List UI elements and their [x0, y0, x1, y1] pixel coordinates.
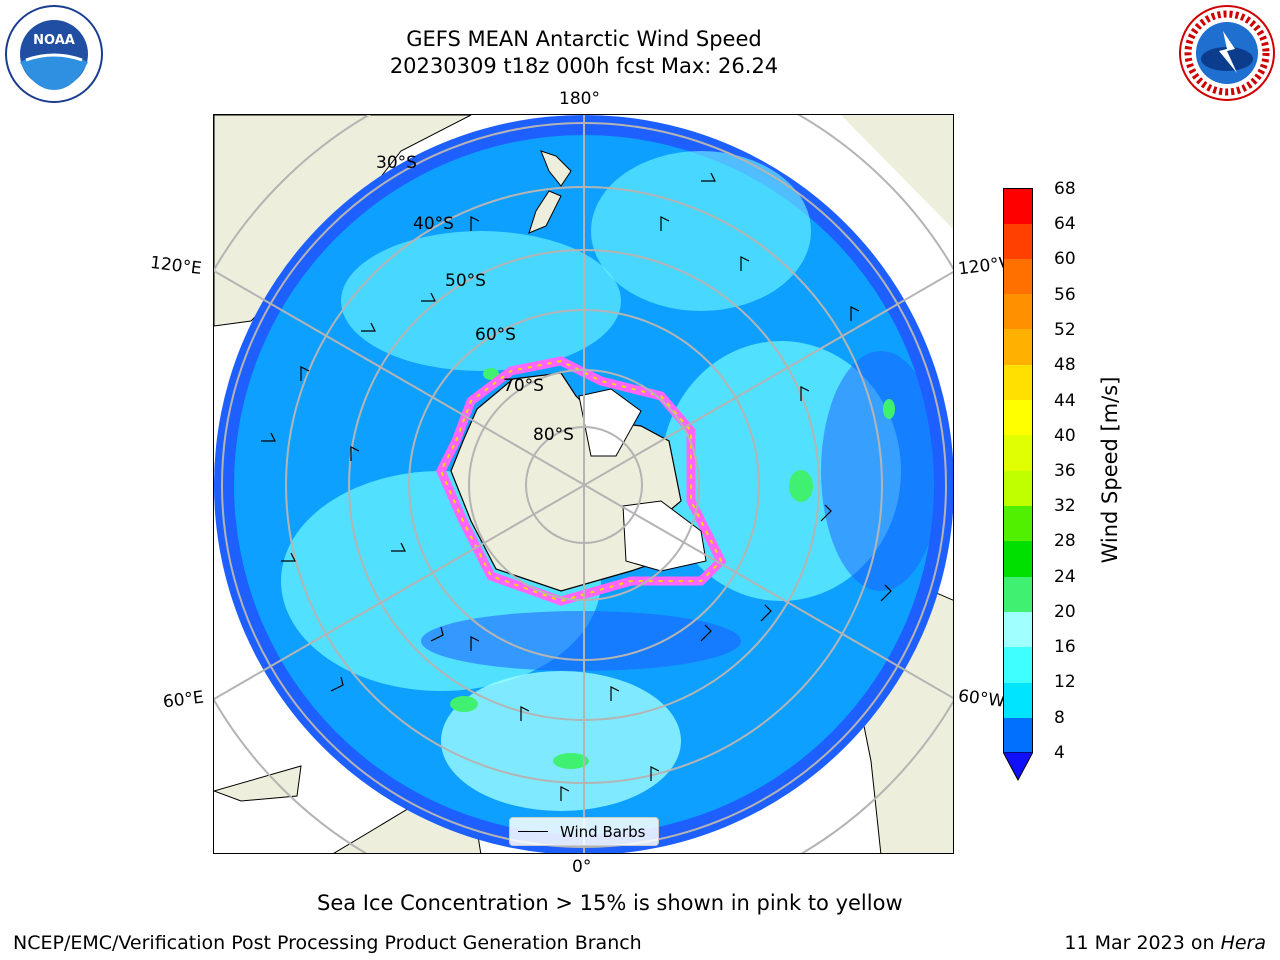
- wind-swirl: [591, 151, 811, 311]
- lon-label-120e: 120°E: [148, 252, 203, 280]
- wind-barbs-legend: Wind Barbs: [509, 817, 659, 846]
- legend-line: [518, 831, 548, 832]
- wind-max-patch: [483, 368, 499, 380]
- map-panel: 30°S 40°S 50°S 60°S 70°S 80°S: [213, 114, 954, 854]
- colorbar-tick: 40: [1054, 426, 1076, 446]
- lat-label-30s: 30°S: [376, 153, 417, 173]
- colorbar-label: Wind Speed [m/s]: [1098, 376, 1122, 564]
- new-zealand-south: [528, 190, 562, 234]
- lat-label-60s: 60°S: [475, 325, 516, 345]
- colorbar-tick: 12: [1054, 672, 1076, 692]
- northeast-corner: [841, 115, 953, 229]
- colorbar-tick: 24: [1054, 567, 1076, 587]
- footer-date: 11 Mar 2023 on Hera: [1064, 932, 1266, 954]
- colorbar-tick: 32: [1054, 496, 1076, 516]
- lat-label-80s: 80°S: [533, 425, 574, 445]
- lat-label-50s: 50°S: [445, 271, 486, 291]
- chart-subtitle: 20230309 t18z 000h fcst Max: 26.24: [389, 54, 779, 78]
- colorbar-tick: 56: [1054, 285, 1076, 305]
- colorbar-tick: 44: [1054, 391, 1076, 411]
- colorbar-extend-arrow: [1002, 751, 1034, 786]
- colorbar-tick: 52: [1054, 320, 1076, 340]
- noaa-logo: NOAA: [4, 4, 104, 104]
- colorbar-tick: 16: [1054, 637, 1076, 657]
- new-zealand-north: [540, 150, 572, 187]
- lat-label-70s: 70°S: [503, 376, 544, 396]
- sea-ice-note: Sea Ice Concentration > 15% is shown in …: [317, 891, 903, 915]
- sea-ice-edge: [436, 356, 727, 606]
- lat-label-40s: 40°S: [413, 214, 454, 234]
- lon-label-180: 180°: [559, 89, 600, 109]
- lon-label-0: 0°: [572, 857, 592, 877]
- colorbar: [1003, 188, 1033, 753]
- madagascar-land: [214, 765, 302, 802]
- wind-barbs: [261, 172, 892, 801]
- colorbar-tick: 36: [1054, 461, 1076, 481]
- polar-map: [214, 115, 953, 853]
- wind-max-patch: [553, 753, 589, 769]
- ross-ice-shelf: [578, 388, 642, 457]
- colorbar-tick: 4: [1054, 743, 1065, 763]
- colorbar-tick: 48: [1054, 355, 1076, 375]
- footer-credit: NCEP/EMC/Verification Post Processing Pr…: [13, 932, 642, 954]
- lon-label-60e: 60°E: [161, 687, 205, 713]
- colorbar-tick: 28: [1054, 531, 1076, 551]
- colorbar-tick: 68: [1054, 179, 1076, 199]
- legend-label: Wind Barbs: [560, 823, 646, 841]
- wind-swirl: [341, 231, 621, 371]
- footer-machine: Hera: [1220, 932, 1266, 954]
- graticule: [214, 115, 953, 853]
- chart-title: GEFS MEAN Antarctic Wind Speed: [406, 27, 762, 51]
- colorbar-gradient: [1004, 189, 1032, 752]
- footer-date-text: 11 Mar 2023 on: [1064, 932, 1221, 954]
- wind-max-patch: [450, 696, 478, 712]
- colorbar-tick: 8: [1054, 708, 1065, 728]
- wind-max-patch: [883, 399, 895, 419]
- colorbar-tick: 60: [1054, 249, 1076, 269]
- wind-max-patch: [789, 470, 813, 502]
- wind-swirl: [441, 671, 681, 811]
- colorbar-tick: 20: [1054, 602, 1076, 622]
- nws-logo: [1177, 3, 1277, 103]
- noaa-logo-text: NOAA: [33, 33, 75, 48]
- lon-label-60w: 60°W: [956, 686, 1006, 712]
- colorbar-tick: 64: [1054, 214, 1076, 234]
